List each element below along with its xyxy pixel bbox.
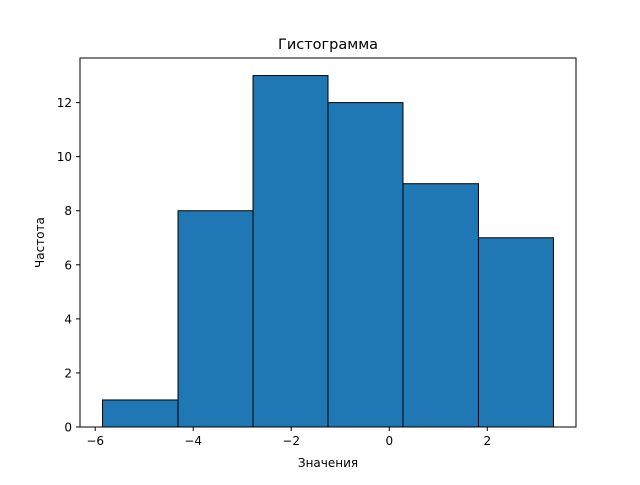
bars-group: [102, 75, 554, 428]
histogram-bar-2: [177, 210, 254, 428]
histogram-bar-6: [477, 237, 554, 428]
histogram-bar-4: [327, 102, 404, 428]
x-ticks-group: −6 −4 −2 0 2: [86, 427, 491, 448]
x-tick-label: 2: [483, 434, 491, 448]
x-tick-label: −6: [86, 434, 104, 448]
x-axis-label: Значения: [298, 456, 358, 470]
y-tick-label: 0: [64, 421, 72, 435]
y-tick-label: 6: [64, 258, 72, 272]
axes-frame: [79, 57, 577, 428]
y-tick-label: 8: [64, 204, 72, 218]
y-axis-label: Частота: [33, 217, 47, 268]
y-tick-label: 2: [64, 366, 72, 380]
y-tick-label: 4: [64, 312, 72, 326]
y-tick-label: 10: [57, 150, 72, 164]
histogram-bar-1: [102, 399, 179, 428]
x-tick-label: 0: [385, 434, 393, 448]
x-tick-label: −2: [282, 434, 300, 448]
y-tick-label: 12: [57, 96, 72, 110]
y-ticks-group: 0 2 4 6 8 10 12: [57, 96, 80, 435]
histogram-bar-3: [252, 75, 329, 428]
x-tick-label: −4: [184, 434, 202, 448]
histogram-bar-5: [402, 183, 479, 428]
chart-title: Гистограмма: [278, 37, 378, 53]
